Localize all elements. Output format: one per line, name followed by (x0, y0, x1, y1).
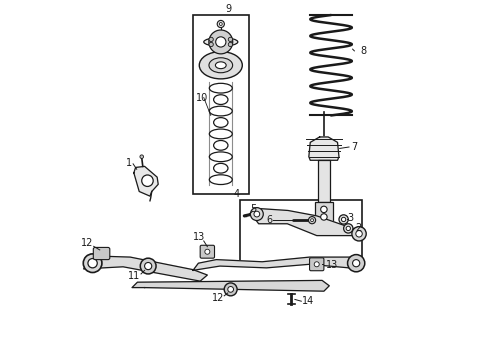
Text: 4: 4 (234, 189, 240, 199)
Text: 3: 3 (347, 213, 353, 222)
Circle shape (145, 262, 152, 270)
Circle shape (228, 37, 233, 41)
Circle shape (320, 214, 327, 220)
Circle shape (228, 42, 233, 47)
Ellipse shape (209, 58, 233, 73)
Circle shape (83, 254, 102, 273)
Circle shape (353, 260, 360, 267)
FancyBboxPatch shape (200, 245, 215, 258)
Circle shape (216, 37, 226, 47)
Text: 12: 12 (212, 293, 224, 303)
Circle shape (311, 219, 314, 222)
Circle shape (205, 249, 210, 254)
Polygon shape (132, 280, 329, 291)
Polygon shape (134, 166, 158, 196)
Circle shape (342, 217, 346, 222)
Circle shape (314, 262, 319, 267)
Text: 5: 5 (250, 204, 256, 214)
Bar (318, 160, 330, 202)
FancyBboxPatch shape (93, 247, 110, 260)
Bar (240, 200, 362, 262)
Text: 14: 14 (302, 296, 314, 306)
Circle shape (224, 283, 237, 296)
Text: 12: 12 (81, 238, 94, 248)
Circle shape (254, 211, 260, 217)
Circle shape (320, 206, 327, 213)
Bar (315, 202, 333, 225)
Circle shape (142, 175, 153, 186)
Circle shape (343, 224, 353, 233)
FancyBboxPatch shape (310, 258, 324, 271)
Text: 1: 1 (126, 158, 132, 168)
Circle shape (140, 155, 144, 158)
Text: 10: 10 (196, 93, 208, 103)
Circle shape (250, 208, 263, 221)
Ellipse shape (199, 51, 243, 79)
Ellipse shape (216, 62, 226, 69)
Text: 13: 13 (194, 232, 206, 242)
Bar (193, 15, 248, 194)
Polygon shape (309, 137, 339, 160)
Text: 13: 13 (326, 260, 338, 270)
Circle shape (352, 226, 366, 241)
Circle shape (356, 230, 362, 237)
Circle shape (217, 21, 224, 28)
Text: 2: 2 (355, 223, 362, 233)
Text: 11: 11 (128, 271, 140, 281)
Text: 7: 7 (351, 142, 358, 152)
Polygon shape (253, 209, 360, 235)
Polygon shape (193, 257, 360, 270)
Text: 8: 8 (360, 46, 367, 56)
Circle shape (309, 217, 316, 224)
Circle shape (209, 37, 213, 41)
Text: 9: 9 (225, 4, 231, 14)
Circle shape (209, 30, 233, 54)
Circle shape (228, 287, 234, 292)
Circle shape (347, 255, 365, 272)
Circle shape (140, 258, 156, 274)
Circle shape (339, 215, 348, 224)
Polygon shape (84, 256, 207, 281)
Circle shape (346, 226, 350, 230)
Ellipse shape (204, 38, 238, 46)
Circle shape (88, 258, 97, 268)
Circle shape (220, 23, 222, 26)
Text: 6: 6 (267, 215, 272, 225)
Circle shape (209, 42, 213, 47)
